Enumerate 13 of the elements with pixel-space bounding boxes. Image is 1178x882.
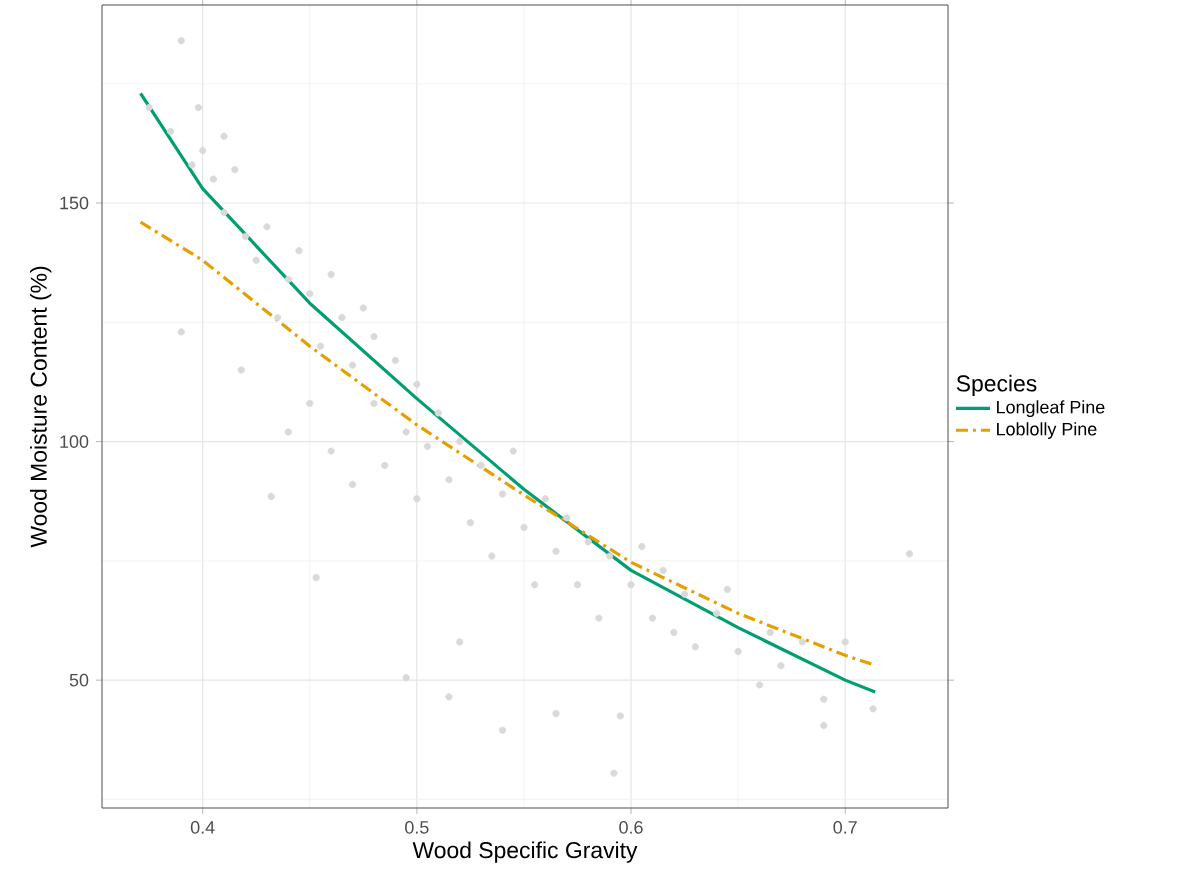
y-tick-label: 100 [60, 435, 89, 448]
y-axis-title: Wood Moisture Content (%) [30, 266, 52, 548]
x-tick-label: 0.7 [833, 821, 857, 834]
x-tick-label: 0.6 [619, 821, 643, 834]
legend-label: Longleaf Pine [997, 400, 1105, 418]
x-tick-label: 0.4 [190, 821, 215, 834]
x-axis-title: Wood Specific Gravity [412, 841, 638, 863]
legend-label: Loblolly Pine [997, 422, 1097, 439]
x-tick-label: 0.5 [405, 821, 429, 834]
legend-title: Species [956, 374, 1037, 397]
line-series [138, 91, 877, 694]
y-tick-label: 150 [60, 196, 89, 210]
y-tick-label: 50 [69, 673, 89, 687]
